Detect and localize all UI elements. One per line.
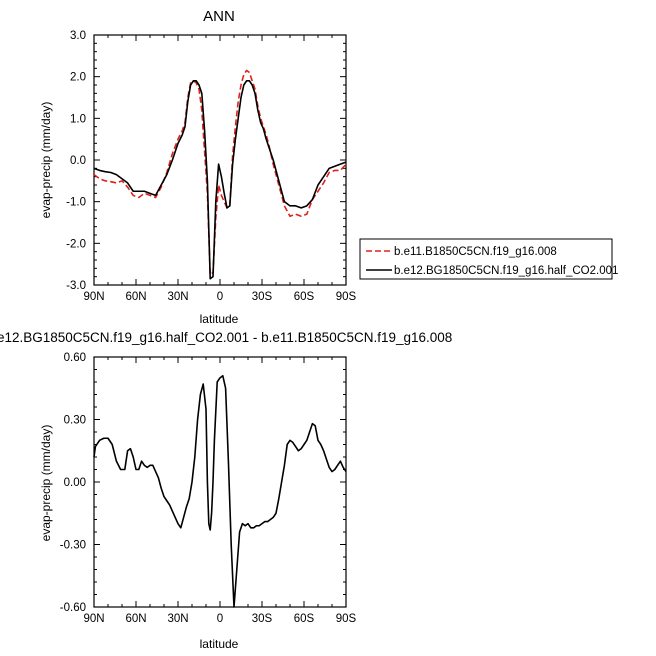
legend-label-series-1: b.e11.B1850C5CN.f19_g16.008 bbox=[394, 246, 557, 258]
bottom-plot-frame bbox=[93, 356, 347, 608]
bottom-panel: b.e12.BG1850C5CN.f19_g16.half_CO2.001 - … bbox=[0, 330, 452, 651]
top-x-tick-label: 0 bbox=[217, 291, 223, 303]
bottom-y-tick-label: -0.60 bbox=[60, 602, 86, 614]
top-panel: ANN 90N 60N 30N 0 30S 60S 90S 3.0 2.0 1.0 0.0 -1.0 -… bbox=[39, 8, 357, 326]
bottom-y-tick-label: -0.30 bbox=[60, 540, 86, 552]
bottom-y-tick-label: 0.00 bbox=[64, 477, 86, 489]
top-x-tick-label: 30N bbox=[167, 291, 188, 303]
bottom-x-tick-label: 60S bbox=[294, 613, 315, 625]
top-y-tick-label: 1.0 bbox=[70, 113, 86, 125]
bottom-x-tick-label: 0 bbox=[217, 613, 223, 625]
top-y-tick-label: -2.0 bbox=[66, 238, 86, 250]
top-y-tick-label: -3.0 bbox=[66, 280, 86, 292]
legend-box bbox=[359, 238, 613, 280]
top-x-axis-label: latitude bbox=[200, 312, 239, 326]
top-plot-area: 90N 60N 30N 0 30S 60S 90S 3.0 2.0 1.0 0.0 -1.0 -2.0 -… bbox=[66, 30, 356, 303]
top-x-tick-label: 90N bbox=[83, 291, 104, 303]
bottom-x-tick-label: 90N bbox=[83, 613, 104, 625]
top-chart-title: ANN bbox=[203, 8, 235, 25]
top-series-line-2 bbox=[93, 80, 347, 280]
top-series-line-1 bbox=[93, 69, 347, 276]
bottom-series-line-1 bbox=[93, 374, 347, 608]
top-y-tick-label: 0.0 bbox=[70, 155, 86, 167]
bottom-plot-area: 90N 60N 30N 0 30S 60S 90S 0.60 0.30 0.00 -0.30 -0.6… bbox=[60, 352, 357, 625]
bottom-y-tick-label: 0.30 bbox=[64, 415, 86, 427]
bottom-x-axis-label: latitude bbox=[200, 637, 239, 651]
top-plot-frame bbox=[93, 34, 347, 286]
bottom-x-tick-label: 60N bbox=[125, 613, 146, 625]
top-y-tick-label: 3.0 bbox=[70, 30, 86, 42]
top-x-tick-label: 60S bbox=[294, 291, 315, 303]
bottom-x-tick-label: 90S bbox=[336, 613, 357, 625]
bottom-y-tick-label: 0.60 bbox=[64, 352, 86, 364]
bottom-y-axis-label: evap-precip (mm/day) bbox=[39, 425, 53, 542]
bottom-chart-title: b.e12.BG1850C5CN.f19_g16.half_CO2.001 - … bbox=[0, 330, 452, 345]
top-x-tick-label: 30S bbox=[252, 291, 273, 303]
top-y-tick-label: -1.0 bbox=[66, 197, 86, 209]
legend: b.e11.B1850C5CN.f19_g16.008 b.e12.BG1850… bbox=[359, 238, 618, 280]
top-y-axis-label: evap-precip (mm/day) bbox=[39, 102, 53, 219]
legend-label-series-2: b.e12.BG1850C5CN.f19_g16.half_CO2.001 bbox=[394, 265, 618, 277]
top-x-tick-label: 90S bbox=[336, 291, 357, 303]
bottom-x-tick-label: 30S bbox=[252, 613, 273, 625]
top-y-tick-label: 2.0 bbox=[70, 72, 86, 84]
top-x-tick-label: 60N bbox=[125, 291, 146, 303]
bottom-x-tick-label: 30N bbox=[167, 613, 188, 625]
